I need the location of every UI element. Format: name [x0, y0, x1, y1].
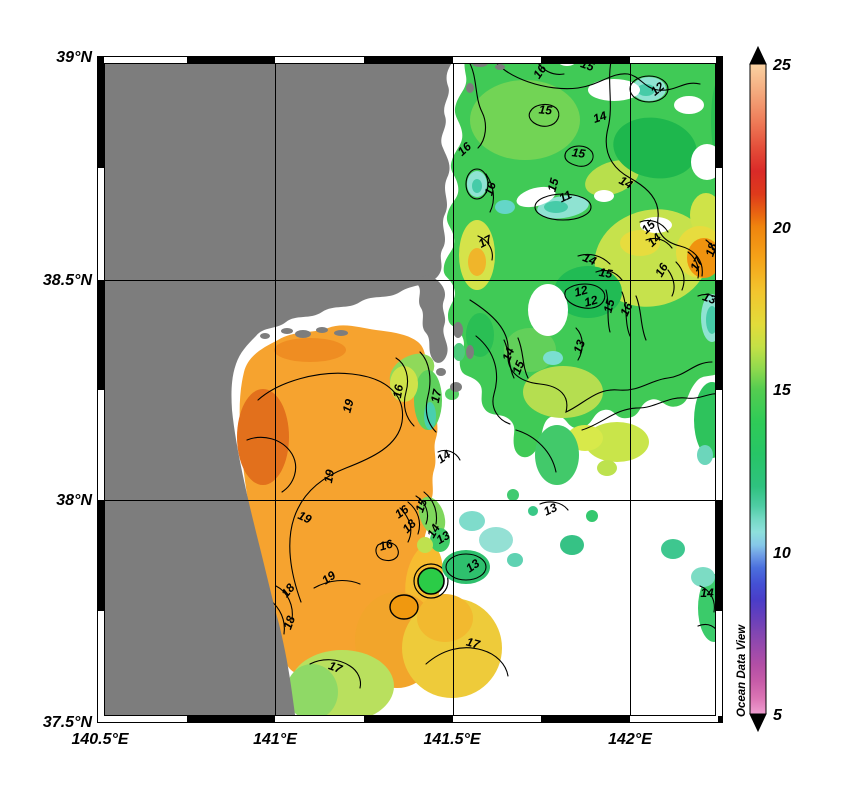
contour-label: 19: [296, 508, 314, 526]
contour-label: 15: [538, 102, 553, 117]
colorbar-tick-label: 25: [772, 57, 792, 74]
colorbar-tick-label: 20: [772, 220, 791, 237]
contour-label: 14: [424, 521, 443, 540]
y-axis-tick-label: 38°N: [56, 492, 92, 509]
map-frame: [97, 56, 723, 723]
contour-label: 15: [598, 265, 614, 281]
contour-label: 13: [701, 289, 719, 307]
contour-label: 17: [428, 387, 445, 404]
contour-label: 19: [340, 397, 357, 414]
contour-label: 14: [499, 345, 517, 363]
contour-label: 18: [280, 614, 298, 632]
grid-lines: [98, 57, 722, 722]
bay-data-region: [237, 325, 450, 675]
colorbar-labels: 25 20 15 10 5: [772, 57, 792, 724]
contour-label: 15: [545, 176, 562, 193]
y-axis: 39°N 38.5°N 38°N 37.5°N: [43, 49, 93, 731]
colorbar-tick-label: 5: [773, 707, 783, 724]
contour-label: 16: [378, 537, 395, 554]
colorbar-tick-label: 10: [773, 545, 791, 562]
contour-label: 14: [617, 173, 636, 192]
peninsula: [417, 275, 448, 363]
contour-label: 15: [412, 497, 430, 515]
y-axis-tick-label: 38.5°N: [43, 272, 93, 289]
islands: [260, 59, 505, 392]
contour-label: 16: [481, 180, 499, 197]
contour-label: 12: [583, 293, 600, 310]
offshore-data-region: [443, 57, 722, 458]
contour-label: 13: [541, 500, 559, 518]
x-axis-tick-label: 141.5°E: [423, 731, 481, 748]
contour-label: 13: [434, 528, 453, 547]
contour-label: 13: [570, 338, 588, 356]
contour-label: 15: [571, 145, 586, 161]
colorbar-tick-label: 15: [773, 382, 792, 399]
contour-label: 15: [509, 358, 527, 376]
contour-lines: [246, 57, 722, 689]
y-axis-tick-label: 39°N: [56, 49, 92, 66]
contour-label: 15: [601, 297, 618, 314]
contour-label: 17: [465, 635, 483, 652]
x-axis-tick-label: 140.5°E: [71, 731, 129, 748]
scattered-data-blobs: [286, 343, 722, 722]
land-mass: [98, 57, 505, 722]
colorbar-gradient-bar: [749, 63, 767, 715]
odv-watermark: Ocean Data View: [736, 624, 748, 717]
x-axis-tick-label: 141°E: [253, 731, 298, 748]
contour-label: 11: [557, 187, 575, 205]
y-axis-tick-label: 37.5°N: [43, 714, 93, 731]
contour-label: 12: [573, 283, 590, 300]
contour-label: 14: [700, 586, 714, 600]
contour-label: 17: [327, 658, 346, 676]
contour-label: 14: [581, 250, 599, 268]
contour-label: 16: [652, 260, 671, 279]
contour-label: 19: [321, 468, 337, 484]
contour-label: 16: [617, 300, 635, 318]
contour-label: 16: [390, 383, 406, 399]
x-axis-tick-label: 142°E: [608, 731, 653, 748]
contour-label: 14: [591, 108, 608, 126]
colorbar: 25 20 15 10 5 Ocean Data View: [736, 45, 792, 733]
x-axis: 140.5°E 141°E 141.5°E 142°E: [71, 731, 653, 748]
